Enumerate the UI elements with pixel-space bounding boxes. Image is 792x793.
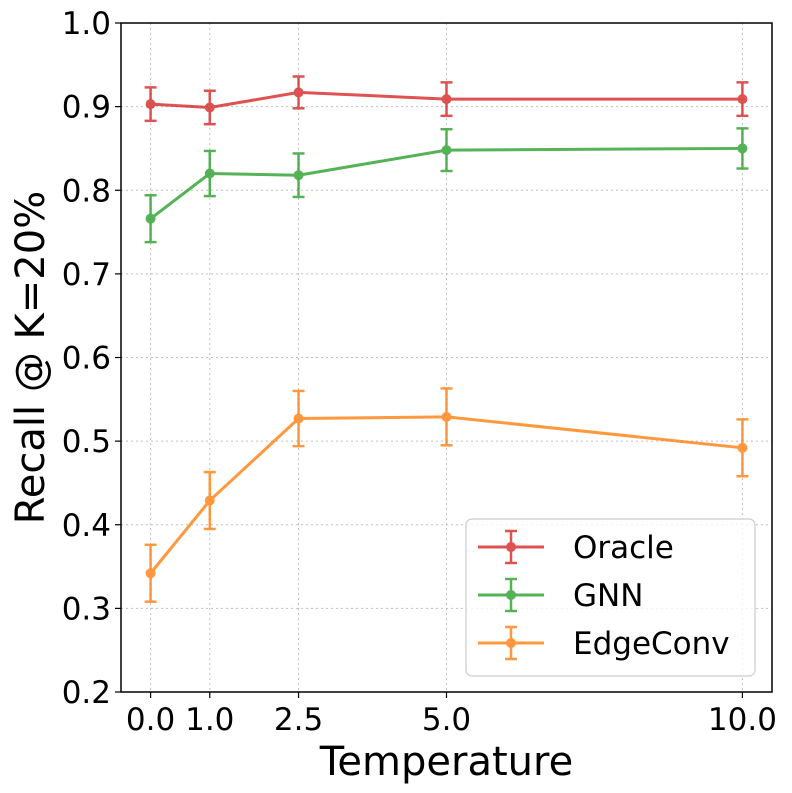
- legend-entry: [478, 625, 544, 661]
- y-tick-label: 0.7: [62, 257, 111, 293]
- series-oracle: [144, 75, 749, 126]
- y-tick-label: 0.3: [62, 591, 111, 627]
- series-gnn: [144, 127, 749, 244]
- x-tick-label: 1.0: [185, 702, 234, 738]
- data-point: [145, 568, 156, 579]
- series-edgeconv: [144, 387, 749, 603]
- legend-entry: [478, 577, 544, 613]
- data-point: [737, 442, 748, 453]
- data-point: [293, 413, 304, 424]
- data-point: [204, 102, 215, 113]
- data-point: [204, 495, 215, 506]
- legend-entry: [478, 529, 544, 565]
- data-point: [441, 145, 452, 156]
- legend: Oracle GNN EdgeConv: [465, 518, 756, 677]
- y-tick-label: 0.4: [62, 508, 111, 544]
- data-point: [293, 87, 304, 98]
- y-tick-label: 0.2: [62, 675, 111, 711]
- data-point: [293, 170, 304, 181]
- legend-label: Oracle: [573, 530, 674, 566]
- y-tick-label: 0.8: [62, 173, 111, 209]
- data-point: [204, 168, 215, 179]
- x-tick-label: 2.5: [274, 702, 323, 738]
- legend-marker: [506, 590, 516, 600]
- series-layer: [144, 75, 749, 603]
- legend-marker: [506, 638, 516, 648]
- data-point: [145, 213, 156, 224]
- data-point: [441, 94, 452, 105]
- legend-marker: [506, 542, 516, 552]
- x-tick-label: 5.0: [422, 702, 471, 738]
- y-tick-label: 0.5: [62, 424, 111, 460]
- y-tick-label: 0.9: [62, 90, 111, 126]
- x-axis-label: Temperature: [319, 739, 573, 785]
- y-tick-label: 1.0: [62, 6, 111, 42]
- legend-box: [465, 518, 756, 677]
- x-tick-label: 0.0: [126, 702, 175, 738]
- data-point: [441, 411, 452, 422]
- ticks: 0.0 1.0 2.5 5.0 10.0 0.2 0.3 0.4 0.5 0.6 0.7 0.8 0.9…: [62, 6, 777, 738]
- data-point: [737, 143, 748, 154]
- legend-label: GNN: [573, 578, 643, 614]
- data-point: [737, 94, 748, 105]
- data-point: [145, 99, 156, 110]
- y-tick-label: 0.6: [62, 341, 111, 377]
- y-axis-label: Recall @ K=20%: [8, 191, 54, 524]
- x-tick-label: 10.0: [708, 702, 777, 738]
- legend-label: EdgeConv: [573, 626, 730, 662]
